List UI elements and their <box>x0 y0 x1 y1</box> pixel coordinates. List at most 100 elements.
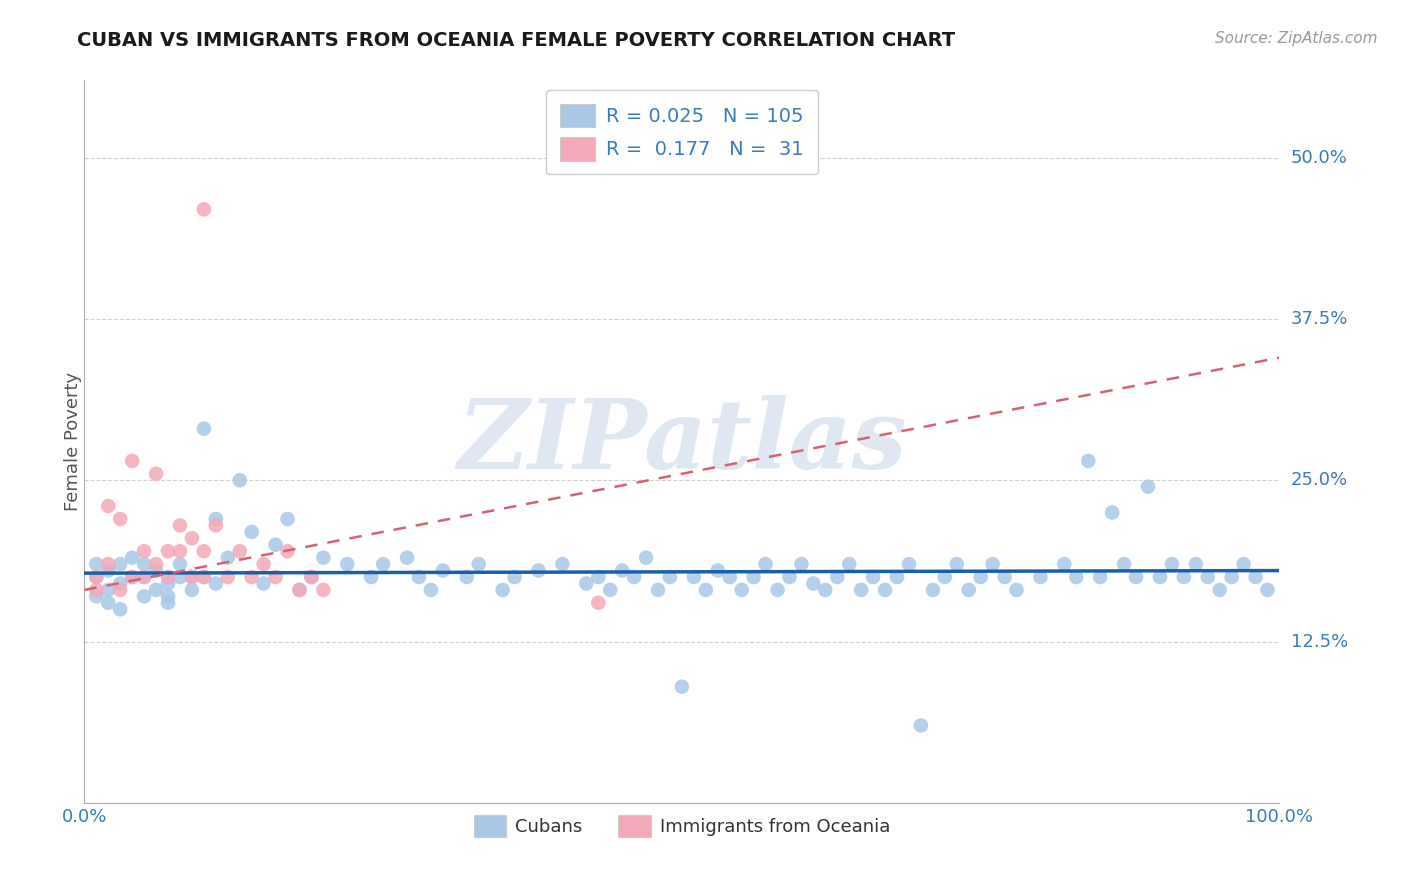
Point <box>814 582 837 597</box>
Point <box>229 544 252 558</box>
Point <box>145 564 167 578</box>
Point <box>838 557 860 571</box>
Point <box>647 582 669 597</box>
Point <box>1197 570 1219 584</box>
Point <box>181 570 204 584</box>
Point <box>588 570 610 584</box>
Point <box>683 570 706 584</box>
Point <box>1220 570 1243 584</box>
Point <box>432 564 454 578</box>
Point <box>922 582 945 597</box>
Point <box>97 564 120 578</box>
Point <box>575 576 598 591</box>
Point <box>193 422 215 436</box>
Point <box>336 557 359 571</box>
Point <box>492 582 515 597</box>
Point <box>110 557 132 571</box>
Text: 12.5%: 12.5% <box>1291 632 1348 650</box>
Point <box>205 512 228 526</box>
Point <box>851 582 873 597</box>
Point <box>1209 582 1232 597</box>
Point <box>1257 582 1279 597</box>
Point <box>169 557 191 571</box>
Point <box>1005 582 1028 597</box>
Point <box>181 531 204 545</box>
Point <box>790 557 813 571</box>
Point <box>169 570 191 584</box>
Point <box>1137 480 1160 494</box>
Point <box>755 557 778 571</box>
Point <box>132 557 156 571</box>
Point <box>456 570 478 584</box>
Point <box>97 557 120 571</box>
Point <box>157 590 180 604</box>
Point <box>264 538 287 552</box>
Point <box>766 582 789 597</box>
Point <box>217 550 239 565</box>
Point <box>1185 557 1208 571</box>
Point <box>132 544 156 558</box>
Point <box>408 570 430 584</box>
Text: 37.5%: 37.5% <box>1291 310 1348 328</box>
Point <box>240 524 263 539</box>
Point <box>970 570 993 584</box>
Point <box>288 582 311 597</box>
Point <box>599 582 621 597</box>
Point <box>193 544 215 558</box>
Point <box>157 596 180 610</box>
Point <box>86 570 108 584</box>
Point <box>97 596 120 610</box>
Point <box>1066 570 1088 584</box>
Point <box>277 512 299 526</box>
Point <box>132 590 156 604</box>
Point <box>288 582 311 597</box>
Point <box>695 582 717 597</box>
Point <box>1053 557 1076 571</box>
Text: 50.0%: 50.0% <box>1291 149 1347 167</box>
Point <box>240 570 263 584</box>
Point <box>1161 557 1184 571</box>
Point <box>588 596 610 610</box>
Point <box>957 582 980 597</box>
Point <box>229 473 252 487</box>
Point <box>886 570 908 584</box>
Point <box>898 557 921 571</box>
Point <box>360 570 382 584</box>
Point <box>671 680 693 694</box>
Point <box>827 570 849 584</box>
Point <box>527 564 550 578</box>
Point <box>1125 570 1147 584</box>
Point <box>86 557 108 571</box>
Point <box>1029 570 1052 584</box>
Point <box>121 550 143 565</box>
Point <box>169 518 191 533</box>
Point <box>205 518 228 533</box>
Point <box>1149 570 1171 584</box>
Y-axis label: Female Poverty: Female Poverty <box>65 372 82 511</box>
Point <box>253 576 276 591</box>
Point <box>264 570 287 584</box>
Point <box>468 557 491 571</box>
Point <box>623 570 645 584</box>
Point <box>110 582 132 597</box>
Point <box>277 544 299 558</box>
Point <box>707 564 730 578</box>
Point <box>934 570 956 584</box>
Point <box>862 570 884 584</box>
Point <box>97 499 120 513</box>
Point <box>1077 454 1099 468</box>
Point <box>1233 557 1256 571</box>
Point <box>181 582 204 597</box>
Point <box>121 454 143 468</box>
Point <box>110 512 132 526</box>
Point <box>157 576 180 591</box>
Point <box>121 570 143 584</box>
Point <box>731 582 754 597</box>
Point <box>779 570 801 584</box>
Point <box>145 557 167 571</box>
Point <box>132 570 156 584</box>
Text: ZIPatlas: ZIPatlas <box>457 394 907 489</box>
Point <box>110 576 132 591</box>
Point <box>1244 570 1267 584</box>
Legend: Cubans, Immigrants from Oceania: Cubans, Immigrants from Oceania <box>467 808 897 845</box>
